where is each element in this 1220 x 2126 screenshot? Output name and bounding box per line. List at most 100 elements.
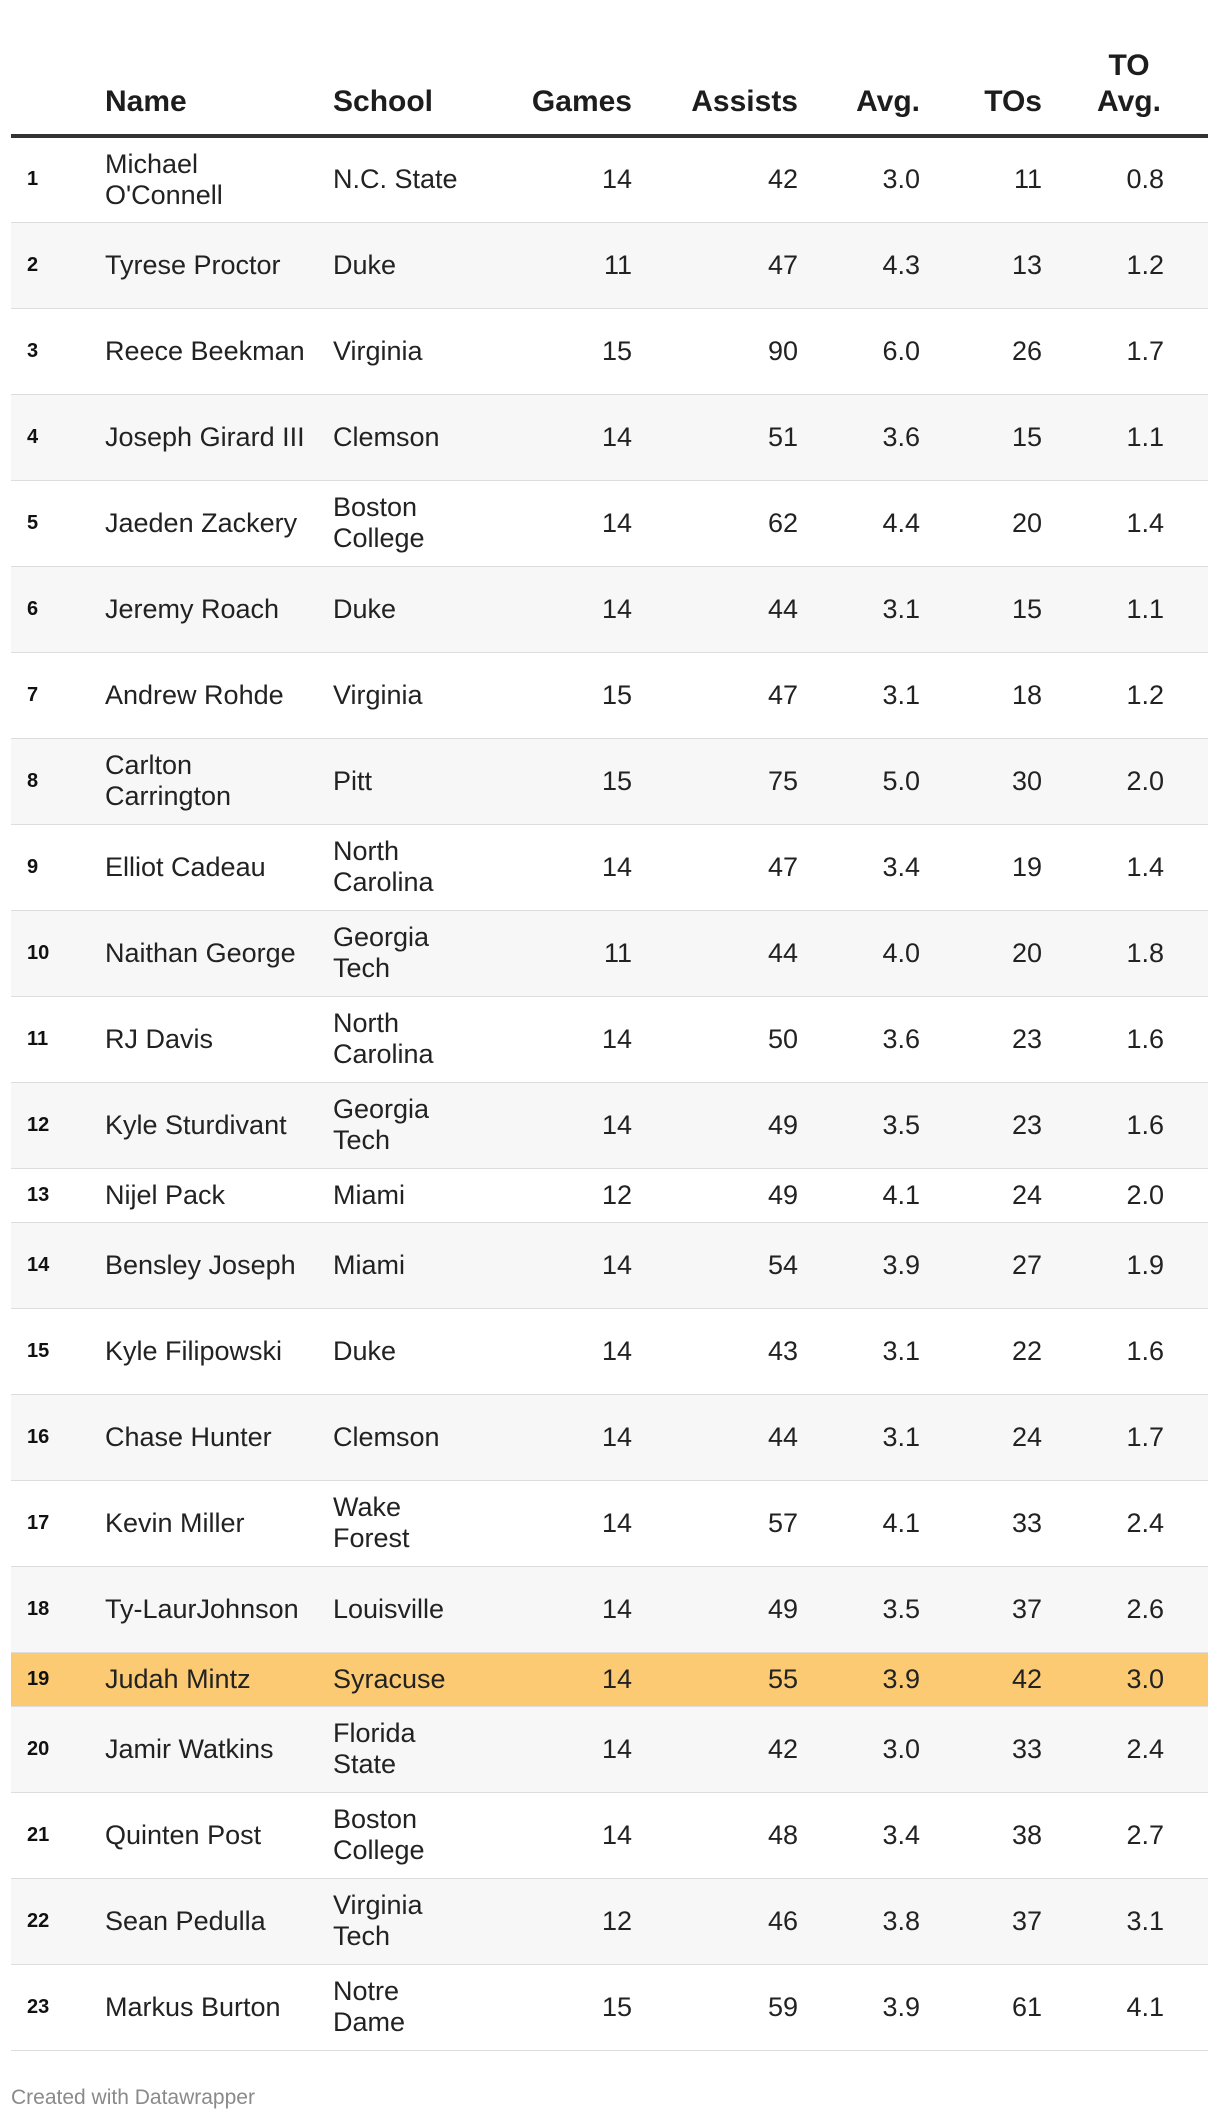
table-row: 9 Elliot Cadeau North Carolina 14 47 3.4 19 1.4 xyxy=(11,824,1208,910)
cell-games: 15 xyxy=(601,335,632,366)
cell-spacer xyxy=(1164,738,1208,824)
cell-tos: 24 xyxy=(1011,1421,1042,1452)
cell-name: Quinten Post xyxy=(105,1819,262,1850)
cell-avg: 6.0 xyxy=(882,335,920,366)
cell-name: Jamir Watkins xyxy=(105,1733,274,1764)
cell-school: Boston College xyxy=(333,1804,425,1865)
cell-games: 14 xyxy=(601,1733,632,1764)
cell-tos: 23 xyxy=(1011,1023,1042,1054)
cell-to-avg: 1.4 xyxy=(1126,507,1164,538)
column-header-school[interactable]: School xyxy=(333,0,483,138)
cell-to-avg: 4.1 xyxy=(1126,1991,1164,2022)
cell-rank: 12 xyxy=(27,1113,50,1136)
cell-school: Wake Forest xyxy=(333,1492,410,1553)
cell-tos: 26 xyxy=(1011,335,1042,366)
cell-games: 12 xyxy=(601,1179,632,1210)
cell-avg: 3.5 xyxy=(882,1109,920,1140)
cell-to-avg: 1.2 xyxy=(1126,679,1164,710)
cell-school: Duke xyxy=(333,593,397,624)
table-row: 12 Kyle Sturdivant Georgia Tech 14 49 3.5 23 1.… xyxy=(11,1082,1208,1168)
cell-avg: 3.1 xyxy=(882,679,920,710)
column-header-to-avg[interactable]: TO Avg. xyxy=(1042,0,1164,138)
cell-school: Pitt xyxy=(333,765,373,796)
column-header-spacer xyxy=(1164,0,1208,138)
cell-games: 14 xyxy=(601,164,632,195)
table-row: 20 Jamir Watkins Florida State 14 42 3.0 33 2.4 xyxy=(11,1706,1208,1792)
cell-to-avg: 1.7 xyxy=(1126,1421,1164,1452)
cell-name: Nijel Pack xyxy=(105,1179,226,1210)
column-header-name[interactable]: Name xyxy=(105,0,333,138)
column-header-tos[interactable]: TOs xyxy=(920,0,1042,138)
cell-assists: 46 xyxy=(767,1905,798,1936)
cell-name: Bensley Joseph xyxy=(105,1249,296,1280)
cell-spacer xyxy=(1164,1706,1208,1792)
cell-assists: 50 xyxy=(767,1023,798,1054)
cell-assists: 44 xyxy=(767,1421,798,1452)
cell-school: Clemson xyxy=(333,421,440,452)
cell-rank: 23 xyxy=(27,1995,50,2018)
cell-games: 14 xyxy=(601,1663,632,1694)
cell-rank: 2 xyxy=(27,253,39,276)
cell-avg: 3.9 xyxy=(882,1663,920,1694)
cell-tos: 11 xyxy=(1013,164,1042,195)
assists-table: Name School Games Assists Avg. TOs TO Av… xyxy=(11,0,1208,2051)
cell-name: Jeremy Roach xyxy=(105,593,280,624)
cell-games: 14 xyxy=(601,1335,632,1366)
cell-games: 14 xyxy=(601,593,632,624)
cell-avg: 3.1 xyxy=(882,1335,920,1366)
cell-spacer xyxy=(1164,1168,1208,1222)
cell-assists: 44 xyxy=(767,593,798,624)
cell-name: Jaeden Zackery xyxy=(105,507,298,538)
table-row: 19 Judah Mintz Syracuse 14 55 3.9 42 3.0 xyxy=(11,1652,1208,1706)
cell-spacer xyxy=(1164,222,1208,308)
cell-school: Miami xyxy=(333,1179,405,1210)
table-row: 3 Reece Beekman Virginia 15 90 6.0 26 1.7 xyxy=(11,308,1208,394)
cell-avg: 4.4 xyxy=(882,507,920,538)
cell-spacer xyxy=(1164,1878,1208,1964)
cell-avg: 3.6 xyxy=(882,421,920,452)
cell-to-avg: 1.6 xyxy=(1126,1335,1164,1366)
table-row: 8 Carlton Carrington Pitt 15 75 5.0 30 2.0 xyxy=(11,738,1208,824)
cell-name: Kevin Miller xyxy=(105,1507,245,1538)
column-header-avg[interactable]: Avg. xyxy=(798,0,920,138)
cell-games: 14 xyxy=(601,851,632,882)
cell-rank: 21 xyxy=(27,1823,50,1846)
cell-spacer xyxy=(1164,1394,1208,1480)
column-header-games[interactable]: Games xyxy=(483,0,632,138)
column-header-rank[interactable] xyxy=(11,0,105,138)
cell-rank: 14 xyxy=(27,1253,50,1276)
cell-games: 14 xyxy=(601,1249,632,1280)
cell-name: Kyle Filipowski xyxy=(105,1335,283,1366)
cell-tos: 33 xyxy=(1011,1507,1042,1538)
cell-tos: 15 xyxy=(1011,593,1042,624)
cell-name: Andrew Rohde xyxy=(105,679,284,710)
cell-games: 11 xyxy=(603,937,632,968)
cell-avg: 4.1 xyxy=(882,1179,920,1210)
cell-rank: 3 xyxy=(27,339,39,362)
cell-games: 14 xyxy=(601,421,632,452)
cell-assists: 47 xyxy=(767,851,798,882)
cell-tos: 20 xyxy=(1011,937,1042,968)
cell-name: Reece Beekman xyxy=(105,335,305,366)
cell-assists: 47 xyxy=(767,249,798,280)
column-header-assists[interactable]: Assists xyxy=(632,0,798,138)
cell-avg: 3.0 xyxy=(882,1733,920,1764)
cell-rank: 18 xyxy=(27,1597,50,1620)
cell-name: Joseph Girard III xyxy=(105,421,305,452)
cell-assists: 49 xyxy=(767,1109,798,1140)
cell-assists: 59 xyxy=(767,1991,798,2022)
cell-school: Virginia xyxy=(333,679,423,710)
cell-games: 14 xyxy=(601,1819,632,1850)
cell-tos: 23 xyxy=(1011,1109,1042,1140)
table-row: 18 Ty-LaurJohnson Louisville 14 49 3.5 37 2.6 xyxy=(11,1566,1208,1652)
cell-rank: 22 xyxy=(27,1909,50,1932)
cell-avg: 3.4 xyxy=(882,851,920,882)
cell-school: Virginia xyxy=(333,335,423,366)
cell-to-avg: 2.0 xyxy=(1126,1179,1164,1210)
cell-school: Florida State xyxy=(333,1718,416,1779)
cell-to-avg: 2.7 xyxy=(1126,1819,1164,1850)
cell-school: Clemson xyxy=(333,1421,440,1452)
cell-school: North Carolina xyxy=(333,1008,434,1069)
cell-name: Elliot Cadeau xyxy=(105,851,266,882)
cell-spacer xyxy=(1164,480,1208,566)
